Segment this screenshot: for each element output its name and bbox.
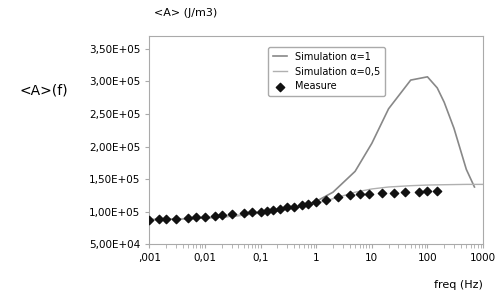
Simulation α=0,5 xyxy=(219,215,225,219)
Measure xyxy=(304,201,312,206)
Measure xyxy=(298,203,306,208)
Simulation α=1 xyxy=(313,200,319,203)
Simulation α=1 xyxy=(369,142,375,145)
Measure xyxy=(263,209,271,213)
Measure xyxy=(322,198,330,202)
Simulation α=0,5 xyxy=(146,218,152,221)
Simulation α=1 xyxy=(163,218,169,221)
Line: Simulation α=1: Simulation α=1 xyxy=(149,77,475,220)
Simulation α=1 xyxy=(463,167,469,171)
Simulation α=0,5 xyxy=(202,216,208,220)
Simulation α=1 xyxy=(434,86,440,90)
Simulation α=0,5 xyxy=(369,187,375,191)
Measure xyxy=(283,205,291,209)
Simulation α=0,5 xyxy=(241,213,247,217)
Measure xyxy=(276,206,284,211)
Text: <A> (J/m3): <A> (J/m3) xyxy=(154,8,218,18)
Text: freq (Hz): freq (Hz) xyxy=(434,280,483,290)
Simulation α=1 xyxy=(424,75,430,79)
Measure xyxy=(184,215,192,220)
Simulation α=1 xyxy=(296,205,302,208)
Measure xyxy=(172,216,180,221)
Measure xyxy=(155,217,163,221)
Simulation α=1 xyxy=(185,217,191,221)
Simulation α=1 xyxy=(330,190,336,194)
Simulation α=1 xyxy=(441,100,447,104)
Simulation α=0,5 xyxy=(408,184,414,187)
Simulation α=1 xyxy=(146,218,152,221)
Simulation α=0,5 xyxy=(296,205,302,209)
Simulation α=1 xyxy=(472,185,478,189)
Measure xyxy=(346,193,354,197)
Simulation α=1 xyxy=(451,127,457,130)
Measure xyxy=(356,191,364,196)
Measure xyxy=(201,214,209,219)
Simulation α=1 xyxy=(219,215,225,219)
Legend: Simulation α=1, Simulation α=0,5, Measure: Simulation α=1, Simulation α=0,5, Measur… xyxy=(268,47,385,96)
Simulation α=1 xyxy=(202,216,208,220)
Simulation α=0,5 xyxy=(330,197,336,201)
Simulation α=0,5 xyxy=(441,183,447,187)
Text: <A>(f): <A>(f) xyxy=(20,83,69,97)
Simulation α=0,5 xyxy=(385,185,391,189)
Measure xyxy=(256,209,264,214)
Simulation α=1 xyxy=(385,107,391,111)
Measure xyxy=(248,210,256,215)
Simulation α=0,5 xyxy=(313,201,319,205)
Measure xyxy=(433,189,441,193)
Measure xyxy=(269,207,277,212)
Measure xyxy=(218,213,226,218)
Simulation α=0,5 xyxy=(185,217,191,221)
Measure xyxy=(423,189,431,194)
Measure xyxy=(312,200,320,204)
Measure xyxy=(211,213,219,218)
Measure xyxy=(401,190,409,195)
Simulation α=1 xyxy=(241,213,247,217)
Measure xyxy=(415,189,423,194)
Simulation α=0,5 xyxy=(163,218,169,221)
Measure xyxy=(162,216,170,221)
Measure xyxy=(366,191,374,196)
Measure xyxy=(228,212,236,217)
Simulation α=0,5 xyxy=(257,211,263,215)
Measure xyxy=(145,217,153,222)
Simulation α=1 xyxy=(408,78,414,82)
Measure xyxy=(240,211,248,215)
Simulation α=0,5 xyxy=(274,209,280,213)
Simulation α=0,5 xyxy=(480,183,486,186)
Measure xyxy=(377,191,385,195)
Line: Simulation α=0,5: Simulation α=0,5 xyxy=(149,184,483,220)
Simulation α=1 xyxy=(352,170,358,173)
Measure xyxy=(334,195,342,200)
Simulation α=1 xyxy=(257,211,263,215)
Simulation α=0,5 xyxy=(352,190,358,194)
Simulation α=0,5 xyxy=(463,183,469,186)
Measure xyxy=(390,190,398,195)
Measure xyxy=(192,215,200,220)
Simulation α=1 xyxy=(274,209,280,212)
Measure xyxy=(290,204,298,209)
Simulation α=0,5 xyxy=(424,183,430,187)
